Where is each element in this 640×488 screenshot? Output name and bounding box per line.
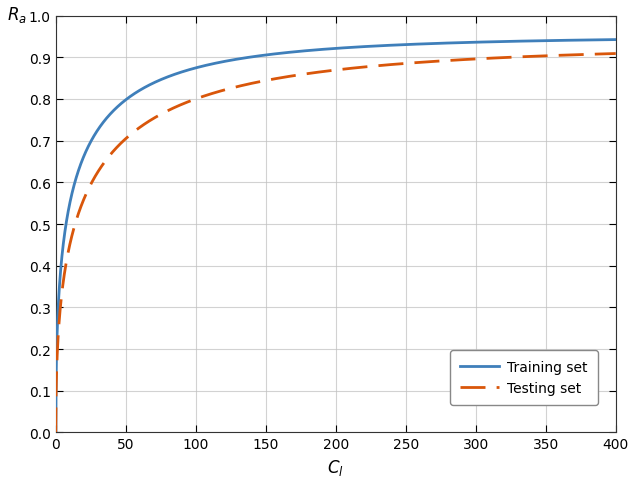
Testing set — [612, 51, 620, 57]
Training set — [459, 41, 467, 46]
Testing set — [318, 70, 326, 76]
Testing set — [595, 52, 602, 58]
Training set — [318, 47, 326, 53]
Testing set — [292, 73, 300, 79]
Testing set — [459, 58, 467, 63]
Testing set — [287, 74, 295, 80]
Line: Testing set: Testing set — [56, 54, 616, 432]
Training set — [567, 38, 575, 44]
Training set — [287, 50, 295, 56]
Training set — [595, 38, 602, 43]
X-axis label: $C_l$: $C_l$ — [328, 457, 344, 477]
Legend: Training set, Testing set: Training set, Testing set — [451, 350, 598, 405]
Testing set — [567, 53, 575, 59]
Training set — [612, 38, 620, 43]
Y-axis label: $R_a$: $R_a$ — [6, 5, 26, 25]
Training set — [52, 429, 60, 435]
Training set — [292, 50, 300, 56]
Line: Training set: Training set — [56, 41, 616, 432]
Testing set — [52, 429, 60, 435]
